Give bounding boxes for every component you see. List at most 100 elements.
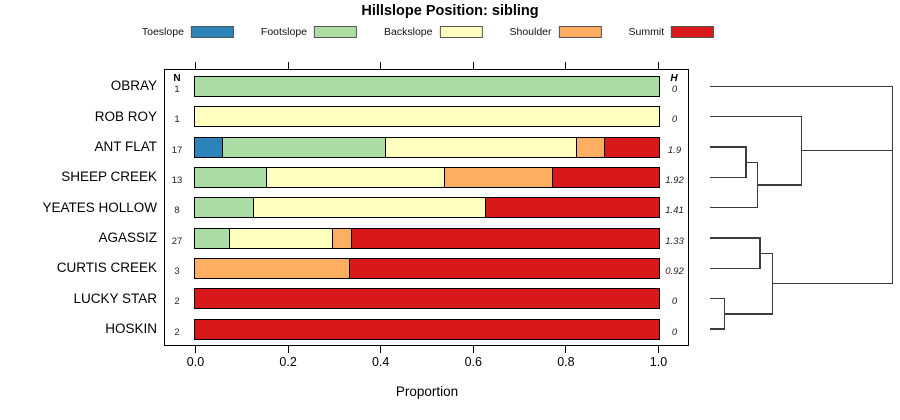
stacked-bar: [194, 318, 660, 340]
axis-tick-label: 0.8: [557, 355, 575, 369]
legend-label: Shoulder: [509, 26, 552, 38]
bar-segment-shoulder: [575, 137, 604, 157]
h-value: 0: [671, 114, 678, 126]
n-value: 8: [174, 205, 180, 217]
axis-tick-top: [565, 61, 567, 69]
bar-segment-footslope: [195, 167, 266, 187]
legend-swatch: [671, 26, 715, 38]
legend-label: Footslope: [260, 26, 308, 38]
h-value: 1.92: [665, 174, 684, 186]
n-value: 1: [174, 83, 180, 95]
bar-segment-footslope: [195, 198, 253, 218]
legend-item: Footslope: [260, 26, 358, 38]
stacked-bar: [194, 136, 660, 158]
row-label: LUCKY STAR: [73, 290, 157, 306]
bar-segment-backslope: [195, 107, 659, 127]
axis-tick-top: [195, 61, 196, 69]
h-value: 0.92: [665, 265, 684, 277]
bar-segment-backslope: [385, 137, 576, 157]
bar-segment-shoulder: [444, 167, 552, 187]
bar-segment-summit: [603, 137, 659, 157]
legend-item: Backslope: [384, 26, 483, 38]
legend-swatch: [558, 26, 602, 38]
stacked-bar: [194, 227, 660, 249]
legend: Toeslope Footslope Backslope Shoulder Summit: [142, 26, 715, 38]
stacked-bar: [194, 166, 660, 188]
axis-tick-label: 0.4: [371, 355, 390, 369]
bar-segment-summit: [484, 198, 659, 218]
n-value: 2: [174, 326, 180, 338]
bar-segment-footslope: [195, 76, 659, 96]
bar-segment-summit: [195, 289, 659, 309]
bar-segment-backslope: [252, 198, 485, 218]
legend-swatch: [314, 26, 358, 38]
axis-tick-bottom: [472, 345, 474, 353]
n-value: 13: [171, 174, 183, 186]
bar-segment-backslope: [229, 228, 333, 248]
h-value: 1.9: [667, 144, 682, 156]
axis-tick-label: 0.0: [186, 355, 205, 369]
legend-item: Shoulder: [509, 26, 602, 38]
dendrogram-segment: [756, 184, 803, 186]
dendrogram-segment: [759, 252, 774, 254]
dendrogram-segment: [891, 85, 894, 285]
bar-segment-shoulder: [332, 228, 351, 248]
h-column-header: H: [670, 73, 678, 84]
dendrogram-segment: [710, 328, 726, 330]
stacked-bar: [194, 197, 660, 219]
h-value: 1.33: [665, 235, 684, 247]
x-axis-title: Proportion: [395, 384, 459, 399]
n-value: 27: [171, 235, 183, 247]
dendrogram-segment: [710, 237, 761, 239]
stacked-bar: [194, 257, 660, 279]
dendrogram-segment: [710, 85, 894, 87]
plot-border: [163, 68, 689, 346]
bar-segment-summit: [195, 319, 659, 339]
legend-label: Backslope: [384, 26, 433, 38]
axis-tick-label: 0.2: [279, 355, 297, 369]
bar-segment-summit: [349, 258, 659, 278]
axis-tick-top: [472, 61, 474, 69]
dendrogram-segment: [710, 176, 747, 179]
dendrogram-segment: [710, 267, 761, 270]
h-value: 1.41: [665, 205, 684, 217]
axis-tick-top: [658, 61, 659, 69]
row-label: CURTIS CREEK: [56, 260, 157, 276]
dendrogram-segment: [771, 282, 894, 285]
row-label: HOSKIN: [105, 321, 157, 337]
legend-swatch: [439, 26, 483, 38]
legend-swatch: [190, 26, 234, 38]
dendrogram-segment: [800, 150, 894, 152]
h-value: 0: [671, 326, 678, 338]
dendrogram-segment: [710, 116, 803, 118]
legend-label: Summit: [628, 26, 665, 38]
stacked-bar: [194, 106, 660, 128]
row-label: SHEEP CREEK: [61, 169, 157, 185]
axis-tick-label: 1.0: [649, 355, 668, 369]
axis-tick-bottom: [287, 345, 289, 353]
h-value: 0: [671, 83, 678, 95]
row-label: YEATES HOLLOW: [42, 199, 157, 215]
dendrogram-segment: [710, 298, 726, 300]
bar-segment-footslope: [222, 137, 386, 157]
n-value: 17: [171, 144, 183, 156]
stacked-bar: [194, 75, 660, 97]
bar-segment-summit: [551, 167, 660, 187]
n-value: 1: [174, 114, 180, 126]
axis-tick-top: [380, 61, 382, 69]
axis-tick-bottom: [658, 345, 659, 353]
dendrogram-segment: [710, 207, 759, 209]
stacked-bar: [194, 288, 660, 310]
row-label: AGASSIZ: [98, 230, 157, 246]
legend-item: Summit: [629, 26, 715, 38]
n-value: 3: [174, 265, 180, 277]
bar-segment-summit: [350, 228, 659, 248]
legend-item: Toeslope: [142, 26, 234, 38]
bar-segment-backslope: [265, 167, 445, 187]
axis-tick-bottom: [380, 345, 382, 353]
bar-segment-footslope: [195, 228, 230, 248]
dendrogram-segment: [723, 313, 774, 315]
n-value: 2: [174, 296, 180, 308]
dendrogram-segment: [745, 161, 759, 163]
